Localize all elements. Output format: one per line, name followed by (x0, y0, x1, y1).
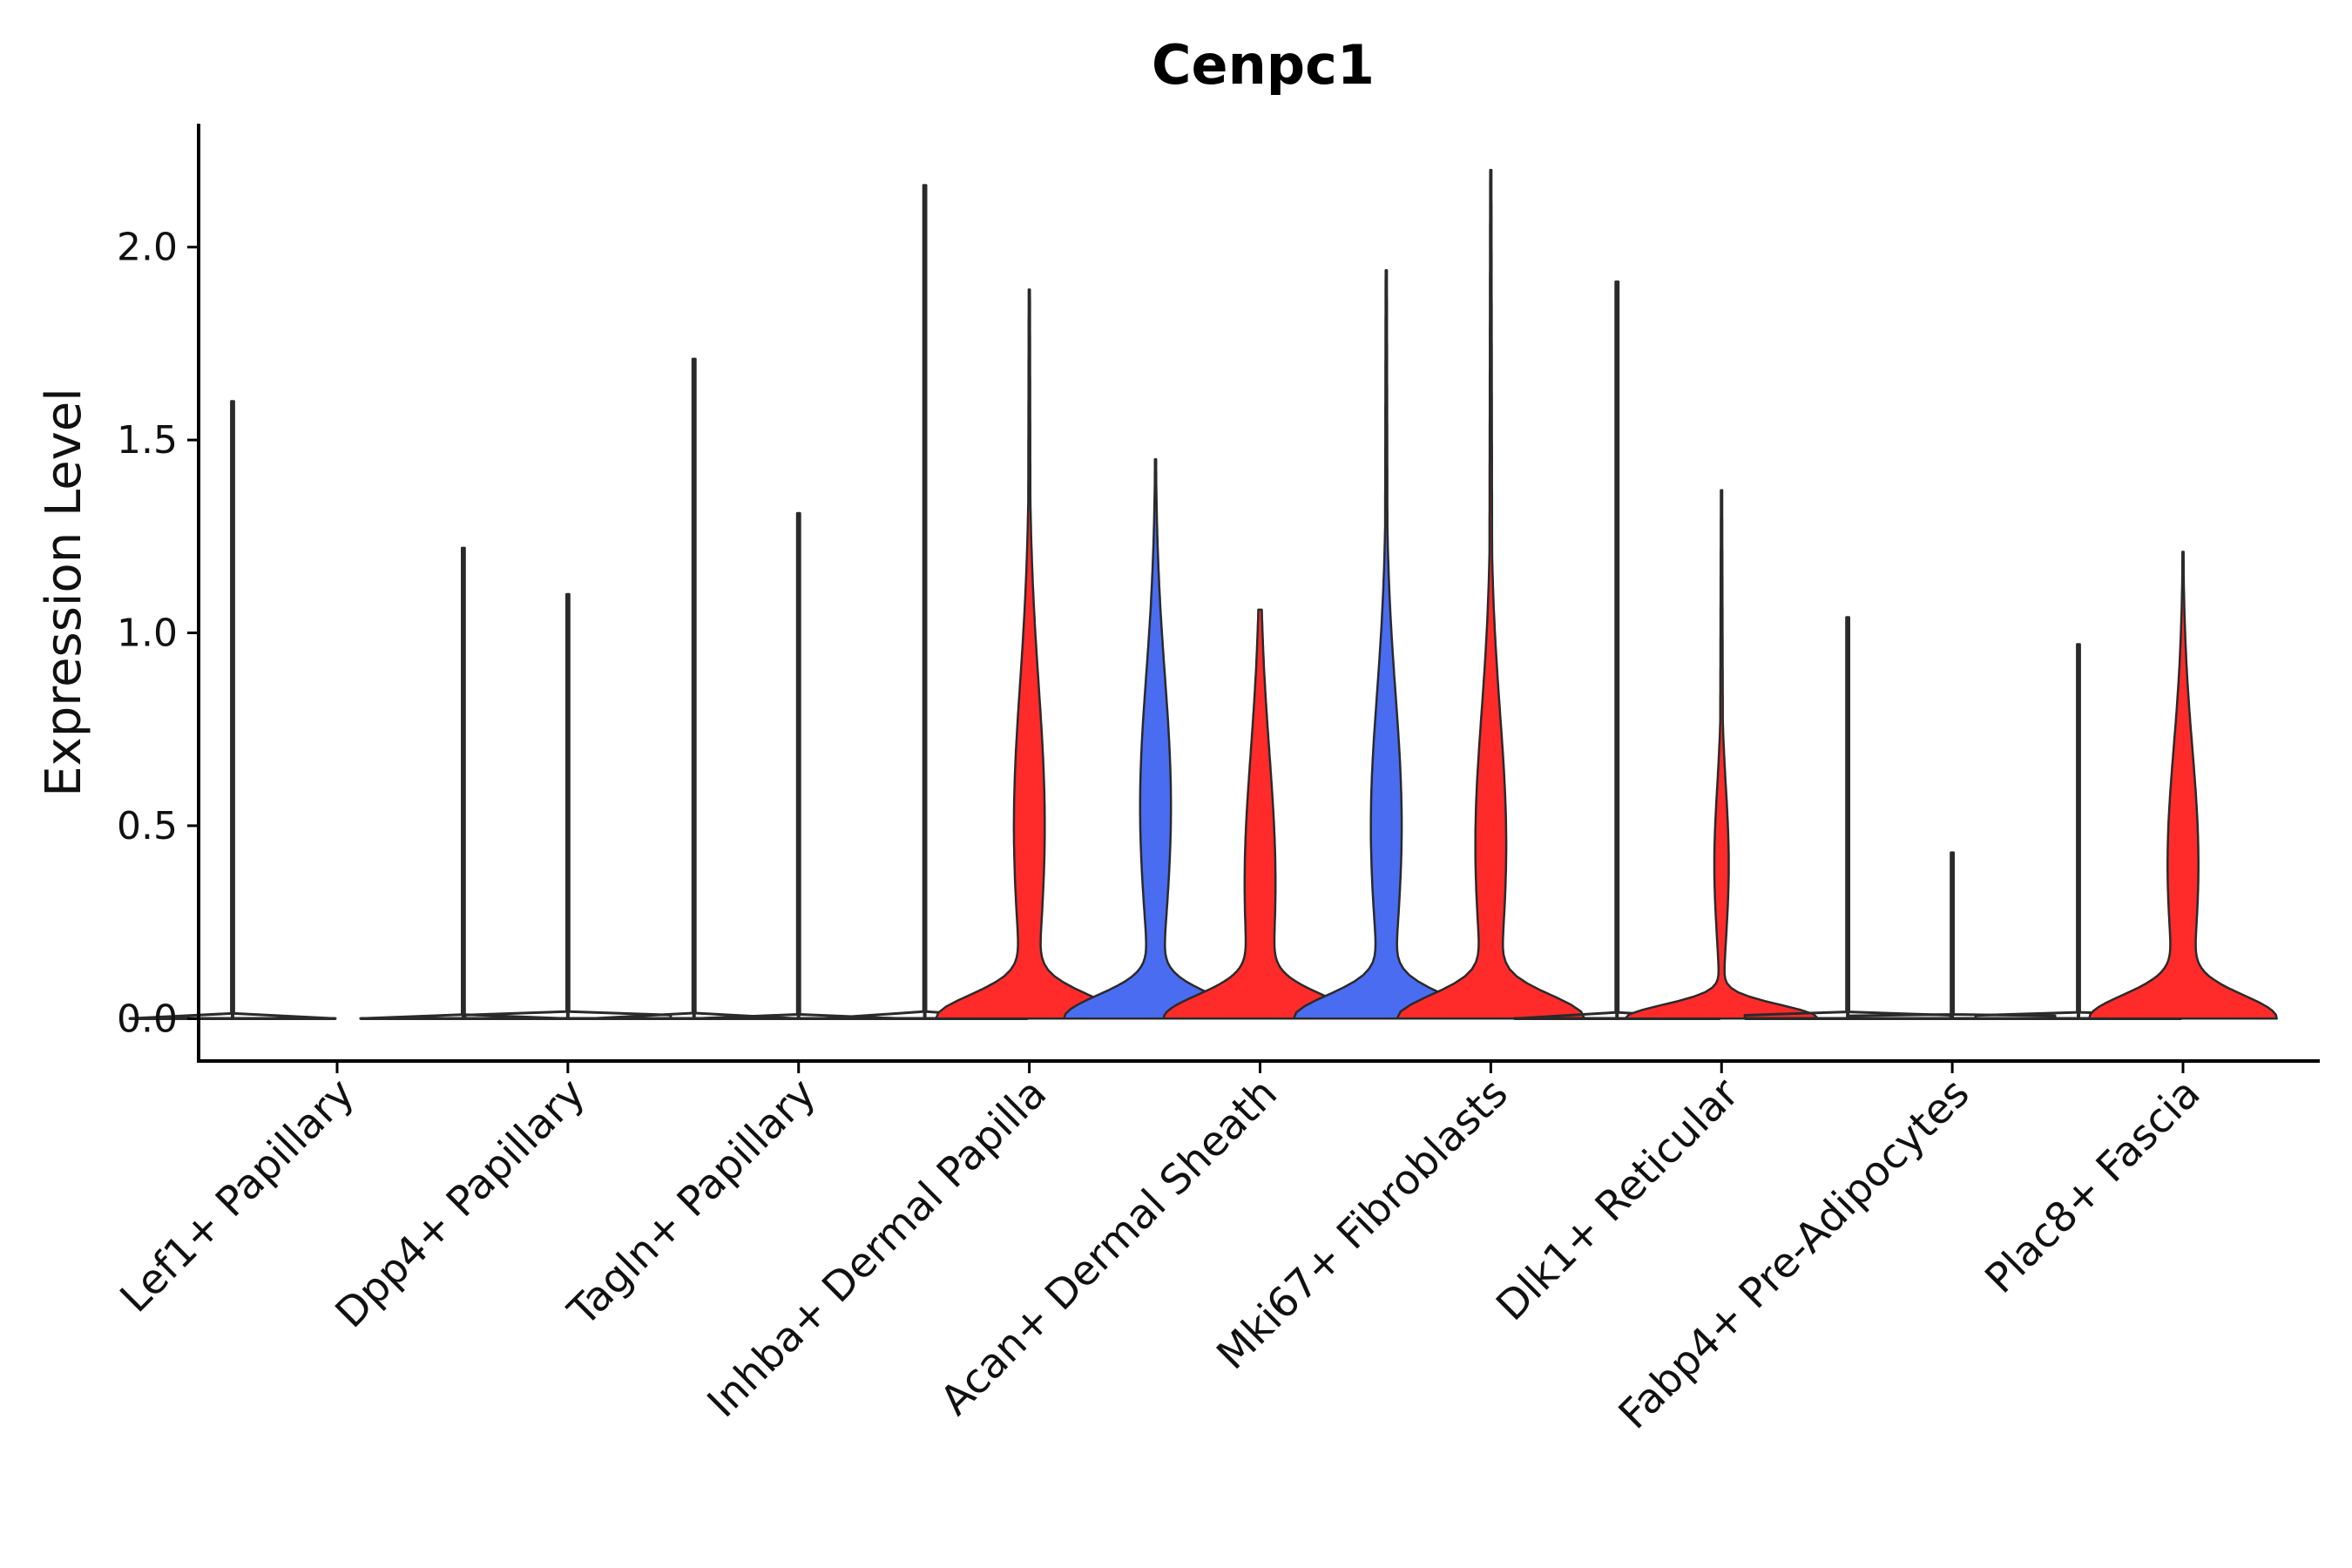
x-tick-label: Dlk1+ Reticular (1487, 1069, 1748, 1330)
y-tick-label: 0.0 (117, 997, 178, 1041)
violin-blue (1063, 457, 1248, 1020)
y-tick-label: 2.0 (117, 226, 178, 270)
violin-red (1396, 168, 1586, 1020)
y-tick-label: 0.5 (117, 804, 178, 848)
violin-red (1624, 489, 1820, 1020)
y-tick-label: 1.0 (117, 611, 178, 655)
x-tick-label: Lef1+ Papillary (112, 1070, 364, 1322)
x-tick-label: Dpp4+ Papillary (327, 1070, 595, 1338)
violin-red (1162, 608, 1358, 1020)
y-axis-label: Expression Level (36, 388, 92, 797)
y-ticks: 0.0 0.5 1.0 1.5 2.0 (117, 226, 199, 1041)
violin-blue (1292, 269, 1480, 1020)
x-tick-label: Tagln+ Papillary (558, 1070, 825, 1336)
violins-layer (128, 168, 2278, 1021)
violin-red (935, 288, 1125, 1020)
y-tick-label: 1.5 (117, 418, 178, 463)
violin-red (2088, 551, 2278, 1020)
x-tick-label: Plac8+ Fascia (1977, 1070, 2210, 1303)
chart-title: Cenpc1 (1152, 33, 1375, 97)
